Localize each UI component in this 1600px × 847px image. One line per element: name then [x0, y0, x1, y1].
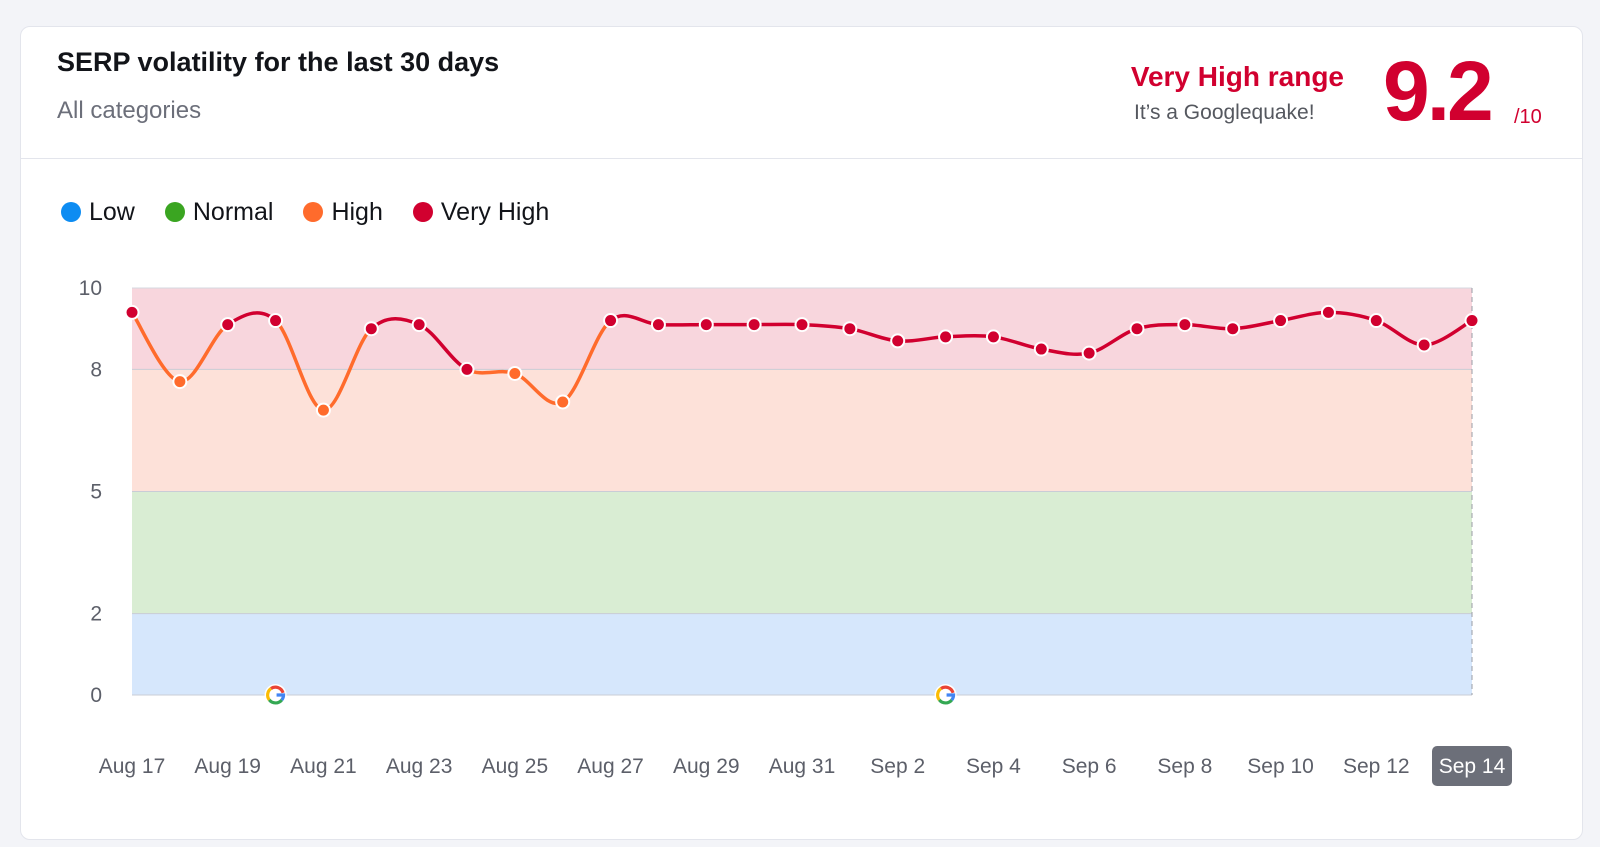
x-tick-label: Aug 19: [194, 755, 261, 778]
data-point[interactable]: [1464, 313, 1480, 329]
data-point[interactable]: [411, 317, 427, 333]
legend-dot-low: [61, 202, 81, 222]
x-tick-label: Sep 12: [1343, 755, 1410, 778]
volatility-line-chart: 0 2 5 8 10 Aug 17 Aug 19 Aug 21 Aug 23 Aug 25 Aug …: [79, 277, 1512, 786]
data-point[interactable]: [1225, 321, 1241, 337]
x-tick-label: Sep 10: [1247, 755, 1314, 778]
y-tick-label: 2: [90, 603, 102, 626]
data-point[interactable]: [1129, 321, 1145, 337]
x-tick-label: Aug 21: [290, 755, 357, 778]
data-point[interactable]: [698, 317, 714, 333]
data-point[interactable]: [124, 304, 140, 320]
x-tick-label: Sep 4: [966, 755, 1021, 778]
x-tick-label: Sep 6: [1062, 755, 1117, 778]
data-point[interactable]: [938, 329, 954, 345]
data-point[interactable]: [268, 313, 284, 329]
y-tick-label: 5: [90, 481, 102, 504]
band-high: [132, 369, 1472, 492]
data-point[interactable]: [315, 402, 331, 418]
x-tick-label: Aug 31: [769, 755, 836, 778]
data-point[interactable]: [507, 365, 523, 381]
legend-label-high: High: [331, 197, 383, 226]
data-point[interactable]: [1081, 345, 1097, 361]
y-tick-label: 10: [79, 277, 102, 300]
band-low: [132, 613, 1472, 695]
google-update-icon[interactable]: [264, 684, 287, 706]
serp-volatility-card: SERP volatility for the last 30 days All…: [20, 26, 1583, 840]
legend-label-very-high: Very High: [440, 197, 550, 226]
data-point[interactable]: [1177, 317, 1193, 333]
range-description: It’s a Googlequake!: [1134, 101, 1315, 124]
data-point[interactable]: [1320, 304, 1336, 320]
data-point[interactable]: [220, 317, 236, 333]
card-header: SERP volatility for the last 30 days All…: [21, 27, 1582, 159]
x-tick-label: Sep 8: [1157, 755, 1212, 778]
category-subtitle: All categories: [57, 97, 202, 124]
data-point[interactable]: [1416, 337, 1432, 353]
y-tick-label: 0: [90, 684, 102, 707]
data-point[interactable]: [650, 317, 666, 333]
legend-label-low: Low: [89, 197, 135, 226]
data-point[interactable]: [842, 321, 858, 337]
data-point[interactable]: [603, 313, 619, 329]
data-point[interactable]: [172, 374, 188, 390]
data-point[interactable]: [794, 317, 810, 333]
legend-dot-very-high: [412, 202, 433, 222]
legend-item-normal[interactable]: Normal: [164, 197, 274, 227]
data-point[interactable]: [746, 317, 762, 333]
range-label: Very High range: [1130, 61, 1344, 92]
legend-dot-high: [303, 202, 324, 222]
x-tick-label: Sep 14: [1439, 755, 1506, 778]
x-tick-highlight: [1432, 746, 1512, 786]
x-tick-label: Aug 27: [577, 755, 644, 778]
data-point[interactable]: [363, 321, 379, 337]
data-point[interactable]: [459, 361, 475, 377]
x-tick-label: Aug 17: [99, 755, 166, 778]
band-normal: [132, 491, 1472, 614]
legend-label-normal: Normal: [192, 197, 274, 226]
y-tick-label: 8: [90, 358, 102, 381]
x-tick-label: Aug 29: [673, 755, 740, 778]
data-point[interactable]: [1368, 313, 1384, 329]
legend-item-high[interactable]: High: [303, 197, 383, 227]
data-point[interactable]: [1273, 313, 1289, 329]
card-title: SERP volatility for the last 30 days: [57, 47, 500, 77]
data-point[interactable]: [555, 394, 571, 410]
score-denominator: /10: [1514, 106, 1542, 128]
data-point[interactable]: [985, 329, 1001, 345]
google-update-icon[interactable]: [934, 684, 957, 706]
x-tick-label: Aug 23: [386, 755, 453, 778]
data-point[interactable]: [890, 333, 906, 349]
volatility-score: 9.2: [1383, 44, 1494, 138]
x-tick-label: Sep 2: [870, 755, 925, 778]
legend-item-low[interactable]: Low: [61, 198, 135, 227]
data-point[interactable]: [1033, 341, 1049, 357]
legend-dot-normal: [164, 202, 185, 222]
legend-item-very-high[interactable]: Very High: [412, 197, 550, 227]
x-tick-label: Aug 25: [482, 755, 549, 778]
chart-legend: Low Normal High Very High: [61, 197, 579, 227]
